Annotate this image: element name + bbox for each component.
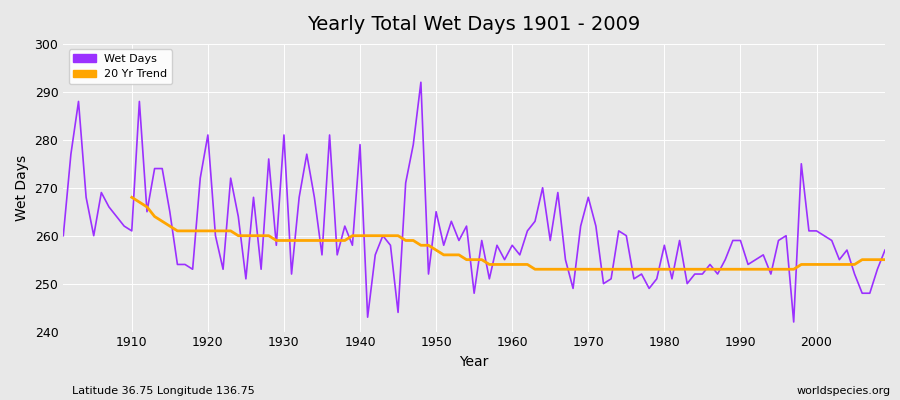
Wet Days [879, 248, 890, 252]
20 Yr Trend [302, 238, 312, 243]
Wet Days [515, 252, 526, 257]
20 Yr Trend [515, 262, 526, 267]
Text: worldspecies.org: worldspecies.org [796, 386, 891, 396]
Wet Days [119, 224, 130, 228]
Legend: Wet Days, 20 Yr Trend: Wet Days, 20 Yr Trend [68, 50, 172, 84]
Y-axis label: Wet Days: Wet Days [15, 155, 29, 221]
Wet Days [606, 276, 616, 281]
20 Yr Trend [529, 267, 540, 272]
Wet Days [788, 320, 799, 324]
Wet Days [332, 252, 343, 257]
20 Yr Trend [271, 238, 282, 243]
Line: Wet Days: Wet Days [63, 82, 885, 322]
Text: Latitude 36.75 Longitude 136.75: Latitude 36.75 Longitude 136.75 [72, 386, 255, 396]
Wet Days [286, 272, 297, 276]
20 Yr Trend [879, 257, 890, 262]
Title: Yearly Total Wet Days 1901 - 2009: Yearly Total Wet Days 1901 - 2009 [308, 15, 641, 34]
20 Yr Trend [826, 262, 837, 267]
20 Yr Trend [583, 267, 594, 272]
Wet Days [58, 233, 68, 238]
X-axis label: Year: Year [460, 355, 489, 369]
Wet Days [416, 80, 427, 85]
20 Yr Trend [126, 195, 137, 200]
20 Yr Trend [850, 262, 860, 267]
Line: 20 Yr Trend: 20 Yr Trend [131, 197, 885, 269]
Wet Days [507, 243, 517, 248]
